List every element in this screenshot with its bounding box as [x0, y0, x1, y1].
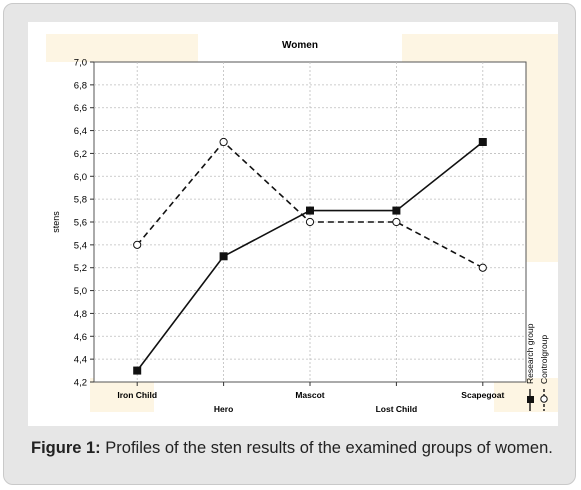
y-tick-label: 5,0 [74, 286, 87, 297]
data-point [392, 217, 401, 227]
data-point [133, 240, 142, 249]
x-tick-label: Mascot [295, 390, 324, 400]
y-tick-label: 4,6 [74, 332, 87, 343]
legend-label: Research group [525, 323, 535, 384]
x-tick-label: Lost Child [376, 404, 418, 414]
legend: Research group Controlgroup [525, 323, 549, 411]
chart-title: Women [282, 40, 318, 51]
caption-label: Figure 1: [31, 439, 101, 457]
y-tick-label: 4,2 [74, 378, 87, 389]
figure-area: 4,2 4,4 4,6 4,8 5,0 5,2 5,4 5,6 5,8 6,0 6,2 6,4 6,6 6… [28, 22, 558, 426]
y-axis: 4,2 4,4 4,6 4,8 5,0 5,2 5,4 5,6 5,8 6,0 6,2 6,4 6,6 6… [74, 58, 94, 389]
y-tick-label: 4,8 [74, 309, 87, 320]
y-tick-label: 4,4 [74, 355, 87, 366]
legend-marker [540, 395, 548, 403]
y-tick-label: 6,0 [74, 172, 87, 183]
x-axis: Iron Child Hero Mascot Lost Child Scapegoat [117, 382, 504, 414]
y-tick-label: 7,0 [74, 58, 87, 69]
x-tick-label: Hero [214, 404, 233, 414]
y-tick-label: 5,4 [74, 240, 87, 251]
grid [94, 62, 526, 382]
y-tick-label: 5,6 [74, 218, 87, 229]
series-markers [133, 137, 487, 375]
data-point [133, 366, 142, 375]
background-patch [46, 34, 198, 62]
data-point [306, 206, 314, 215]
y-tick-label: 5,2 [74, 263, 87, 274]
data-point [392, 206, 401, 215]
x-tick-label: Iron Child [117, 390, 157, 400]
data-point [478, 263, 487, 272]
x-tick-label: Scapegoat [461, 390, 504, 400]
background-patch [526, 62, 558, 262]
data-point [219, 137, 228, 147]
y-tick-label: 6,8 [74, 80, 87, 91]
caption-text: Profiles of the sten results of the exam… [100, 439, 553, 457]
background-patch [402, 34, 558, 62]
figure-caption: Figure 1: Profiles of the sten results o… [31, 438, 556, 459]
y-axis-label: stens [51, 211, 61, 233]
data-point [219, 252, 228, 261]
y-tick-label: 6,6 [74, 103, 87, 114]
data-point [305, 217, 315, 227]
figure-card: 4,2 4,4 4,6 4,8 5,0 5,2 5,4 5,6 5,8 6,0 6,2 6,4 6,6 6… [3, 3, 576, 485]
background-patch [494, 378, 558, 412]
y-tick-label: 6,4 [74, 126, 87, 137]
line-chart: 4,2 4,4 4,6 4,8 5,0 5,2 5,4 5,6 5,8 6,0 6,2 6,4 6,6 6… [51, 40, 549, 414]
y-tick-label: 5,8 [74, 195, 87, 206]
background-patch [90, 378, 154, 412]
legend-label: Controlgroup [539, 335, 549, 384]
y-tick-label: 6,2 [74, 149, 87, 160]
data-point [478, 138, 487, 146]
